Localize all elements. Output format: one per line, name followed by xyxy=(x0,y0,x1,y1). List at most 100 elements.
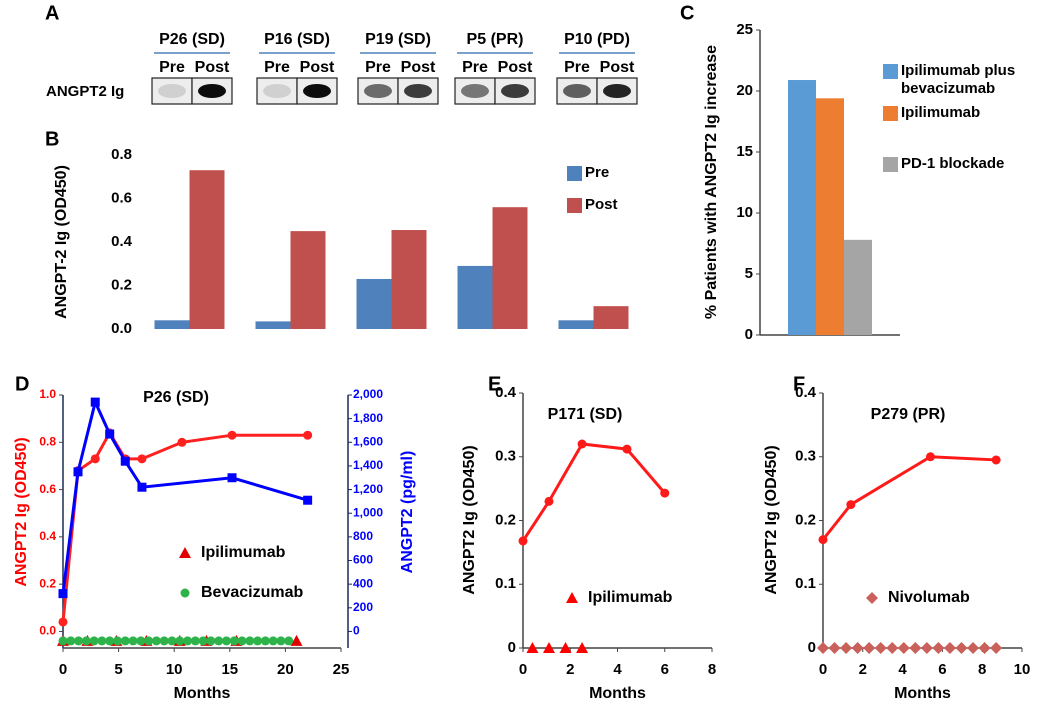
y2-tick-label: 600 xyxy=(353,553,373,567)
bar xyxy=(154,320,190,329)
y-tick-label: 0.8 xyxy=(111,146,132,163)
marker xyxy=(874,642,887,654)
lane-label: Pre xyxy=(564,59,590,76)
blot-band xyxy=(303,84,331,98)
legend-item: PD-1 blockade xyxy=(901,155,1005,172)
bar xyxy=(391,230,427,329)
x-tick-label: 8 xyxy=(708,661,716,678)
blot-band xyxy=(603,84,631,98)
y2-tick-label: 1,600 xyxy=(353,434,383,448)
legend-swatch xyxy=(883,157,898,172)
x-tick-label: 4 xyxy=(898,661,907,678)
y-tick-label: 0.6 xyxy=(111,189,132,206)
marker xyxy=(227,430,237,440)
bar xyxy=(290,231,326,329)
x-axis-label: Months xyxy=(174,685,231,702)
lane-label: Post xyxy=(600,59,635,76)
marker xyxy=(74,636,84,646)
sample-name: P5 (PR) xyxy=(467,31,524,48)
y-axis-label: % Patients with ANGPT2 Ig increase xyxy=(703,45,720,319)
y-tick-label: 0.2 xyxy=(795,511,816,528)
legend-item: Pre xyxy=(585,164,610,181)
marker xyxy=(167,636,177,646)
marker xyxy=(925,452,935,462)
marker xyxy=(175,636,185,646)
marker xyxy=(66,636,76,646)
y-tick-label: 0 xyxy=(745,326,753,343)
legend-label: Ipilimumab plus bevacizumab xyxy=(901,62,1016,97)
bar xyxy=(457,265,493,329)
bar xyxy=(593,306,629,329)
marker xyxy=(840,642,853,654)
panel-label: A xyxy=(45,2,59,24)
marker xyxy=(542,642,555,653)
marker xyxy=(268,636,278,646)
y2-axis-label: ANGPT2 (pg/ml) xyxy=(399,451,416,574)
y-tick-label: 0.3 xyxy=(495,448,516,465)
bar xyxy=(356,278,392,329)
x-tick-label: 25 xyxy=(333,661,350,678)
x-tick-label: 6 xyxy=(938,661,946,678)
marker xyxy=(237,636,247,646)
legend-marker xyxy=(180,588,190,598)
legend-marker xyxy=(866,592,878,604)
blot-band xyxy=(198,84,226,98)
marker xyxy=(190,636,200,646)
marker xyxy=(660,488,670,498)
legend-label: Post xyxy=(585,196,618,213)
marker xyxy=(955,642,968,654)
bar xyxy=(816,98,844,335)
panel-label: B xyxy=(45,128,59,150)
y-tick-label: 0.4 xyxy=(39,529,56,543)
sample-name: P16 (SD) xyxy=(264,31,330,48)
legend-item: Ipilimumab xyxy=(901,104,980,121)
marker xyxy=(978,642,991,654)
marker xyxy=(991,455,1001,465)
marker xyxy=(303,430,313,440)
y-tick-label: 0.6 xyxy=(39,482,56,496)
sample-name: P26 (SD) xyxy=(159,31,225,48)
bar xyxy=(844,239,872,335)
bar xyxy=(189,170,225,329)
marker xyxy=(260,636,270,646)
marker xyxy=(303,495,313,505)
marker xyxy=(846,500,856,510)
marker xyxy=(89,636,99,646)
x-tick-label: 0 xyxy=(819,661,827,678)
y-tick-label: 0 xyxy=(808,639,816,656)
legend-label: PD-1 blockade xyxy=(901,155,1005,172)
lane-label: Pre xyxy=(365,59,391,76)
lane-label: Pre xyxy=(462,59,488,76)
marker xyxy=(112,636,122,646)
marker xyxy=(967,642,980,654)
chart-title: P26 (SD) xyxy=(143,389,209,406)
y-tick-label: 5 xyxy=(745,265,753,282)
lane-label: Post xyxy=(401,59,436,76)
blot-band xyxy=(404,84,432,98)
marker xyxy=(97,636,107,646)
y-tick-label: 0.4 xyxy=(495,384,517,401)
marker xyxy=(105,429,115,439)
x-tick-label: 8 xyxy=(978,661,986,678)
marker xyxy=(284,636,294,646)
marker xyxy=(276,636,286,646)
x-tick-label: 6 xyxy=(661,661,669,678)
x-tick-label: 5 xyxy=(114,661,122,678)
blot-band xyxy=(364,84,392,98)
y-axis-label: ANGPT2 Ig (OD450) xyxy=(13,437,30,586)
lane-label: Post xyxy=(498,59,533,76)
marker xyxy=(817,642,829,654)
panel-label: C xyxy=(680,2,694,24)
marker xyxy=(227,473,237,483)
legend-marker xyxy=(179,547,191,558)
marker xyxy=(214,636,224,646)
y-tick-label: 0.8 xyxy=(39,434,56,448)
x-tick-label: 4 xyxy=(613,661,622,678)
chart-title: P279 (PR) xyxy=(871,406,946,423)
lane-label: Pre xyxy=(264,59,290,76)
legend-label: Pre xyxy=(585,164,610,181)
y-tick-label: 0.1 xyxy=(795,575,816,592)
marker xyxy=(90,397,100,407)
x-tick-label: 0 xyxy=(519,661,527,678)
bar xyxy=(255,321,291,329)
